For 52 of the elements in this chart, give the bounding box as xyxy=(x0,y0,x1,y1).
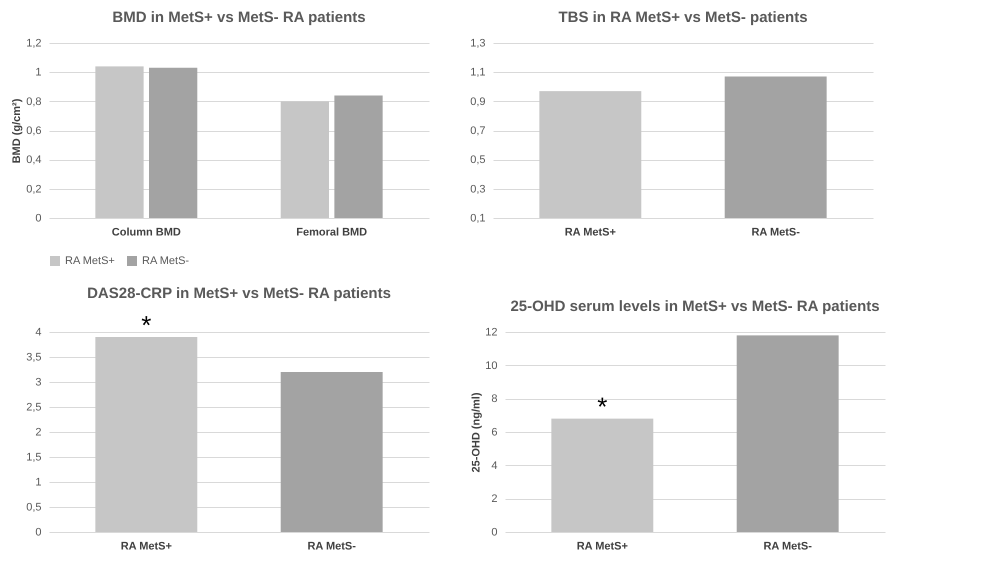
x-tick-label: RA MetS- xyxy=(751,226,800,238)
y-tick-label: 0,5 xyxy=(470,154,486,166)
y-tick-label: 6 xyxy=(491,426,498,438)
legend-label: RA MetS+ xyxy=(65,255,115,267)
y-tick-label: 0,5 xyxy=(26,502,42,514)
y-tick-label: 2 xyxy=(491,493,498,506)
y-tick-label: 4 xyxy=(35,326,42,338)
y-tick-label: 0,6 xyxy=(26,125,42,137)
y-axis-title: 25-OHD (ng/ml) xyxy=(470,392,482,473)
legend-label: RA MetS- xyxy=(142,255,190,267)
y-tick-label: 3 xyxy=(35,376,42,388)
y-tick-label: 1,1 xyxy=(470,66,486,79)
y-tick-label: 0 xyxy=(35,212,42,224)
x-tick-label: Femoral BMD xyxy=(296,226,368,238)
bar xyxy=(334,96,383,218)
y-tick-label: 2,5 xyxy=(26,402,42,414)
chart-title: BMD in MetS+ vs MetS- RA patients xyxy=(112,9,366,26)
x-tick-label: RA MetS+ xyxy=(564,226,616,238)
y-tick-label: 2 xyxy=(35,426,42,438)
annotation: * xyxy=(141,310,152,340)
bar xyxy=(149,68,198,218)
y-axis-title: BMD (g/cm²) xyxy=(11,98,24,164)
chart-title: 25-OHD serum levels in MetS+ vs MetS- RA patients xyxy=(510,298,880,315)
y-tick-label: 10 xyxy=(485,360,498,372)
y-tick-label: 1,2 xyxy=(26,38,42,50)
x-tick-label: RA MetS+ xyxy=(576,540,628,552)
y-tick-label: 1 xyxy=(35,476,42,488)
x-tick-label: RA MetS+ xyxy=(120,540,172,552)
y-tick-label: 0 xyxy=(491,526,498,538)
y-tick-label: 0,8 xyxy=(26,96,42,108)
x-tick-label: RA MetS- xyxy=(763,540,812,552)
y-tick-label: 12 xyxy=(485,326,498,338)
y-tick-label: 8 xyxy=(491,393,498,406)
y-tick-label: 4 xyxy=(491,460,498,472)
bar xyxy=(280,101,329,218)
y-tick-label: 1 xyxy=(35,66,42,79)
x-tick-label: RA MetS- xyxy=(307,540,356,552)
chart-title: DAS28-CRP in MetS+ vs MetS- RA patients xyxy=(87,285,391,302)
y-tick-label: 0,1 xyxy=(470,212,486,224)
y-tick-label: 0,3 xyxy=(470,183,486,196)
annotation: * xyxy=(597,392,608,422)
y-tick-label: 3,5 xyxy=(26,352,42,364)
y-tick-label: 1,5 xyxy=(26,452,42,464)
y-tick-label: 0,7 xyxy=(470,125,486,137)
x-tick-label: Column BMD xyxy=(112,226,181,238)
y-tick-label: 0,9 xyxy=(470,96,486,108)
y-tick-label: 0 xyxy=(35,526,42,538)
y-tick-label: 0,2 xyxy=(26,183,42,196)
y-tick-label: 1,3 xyxy=(470,38,486,50)
chart-title: TBS in RA MetS+ vs MetS- patients xyxy=(558,9,808,26)
y-tick-label: 0,4 xyxy=(26,154,42,166)
bar xyxy=(95,66,144,218)
